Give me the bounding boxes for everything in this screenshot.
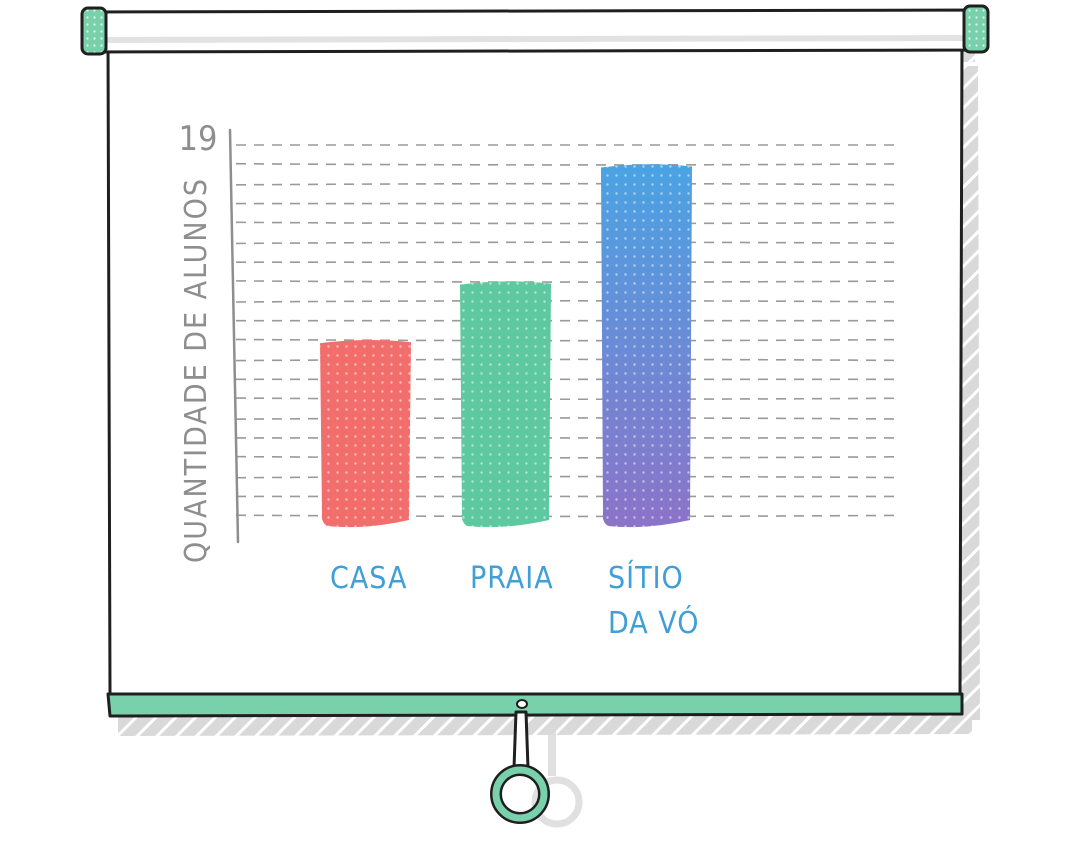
grid-line bbox=[235, 338, 896, 342]
bar-chart: 19 QUANTIDADE DE ALUNOS CASA PRAIA SÍTIO DA… bbox=[179, 119, 896, 641]
grid-line bbox=[235, 162, 896, 166]
bar-texture bbox=[320, 339, 411, 528]
category-labels: CASA PRAIA SÍTIO DA VÓ bbox=[330, 560, 699, 641]
bar-texture bbox=[601, 164, 692, 528]
bar-1 bbox=[320, 339, 411, 528]
category-label: DA VÓ bbox=[608, 604, 699, 641]
bar-3 bbox=[601, 164, 692, 528]
y-axis-title: QUANTIDADE DE ALUNOS bbox=[179, 177, 214, 563]
bar-texture bbox=[460, 281, 551, 528]
roller-cap-right bbox=[962, 4, 990, 54]
grid-line bbox=[235, 300, 896, 303]
grid-line bbox=[235, 221, 896, 225]
category-label: CASA bbox=[330, 561, 407, 596]
y-axis-max-tick-label: 19 bbox=[179, 119, 218, 159]
grid-line bbox=[235, 241, 896, 245]
category-label: SÍTIO bbox=[608, 560, 684, 596]
grid-line bbox=[235, 280, 896, 283]
top-roller bbox=[80, 4, 990, 56]
roller-cap-left bbox=[80, 6, 108, 56]
y-axis bbox=[228, 128, 240, 544]
pull-cord-shadow bbox=[531, 728, 583, 828]
pull-cord[interactable] bbox=[490, 710, 550, 824]
bars bbox=[320, 164, 692, 528]
grid-lines bbox=[235, 144, 896, 518]
bottom-bar bbox=[106, 692, 964, 718]
bar-2 bbox=[460, 281, 551, 528]
grid-line bbox=[235, 182, 896, 186]
category-label: PRAIA bbox=[470, 561, 554, 596]
